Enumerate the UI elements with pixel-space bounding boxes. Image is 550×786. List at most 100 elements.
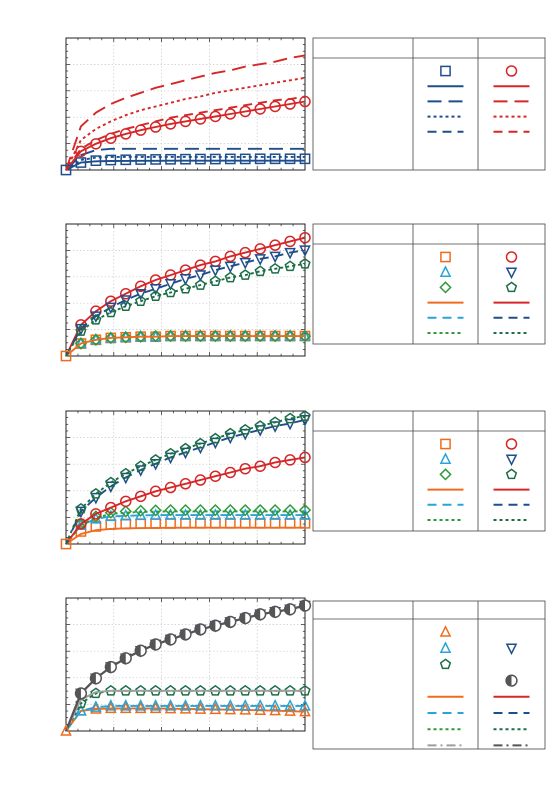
data-point [209,329,222,343]
data-point [104,699,117,711]
origin-point [60,164,72,176]
data-point [269,684,281,696]
legend-triangle-marker [439,452,452,464]
legend-pentagon-marker [439,658,452,670]
data-point [269,153,281,165]
series-8 [65,95,306,171]
data-point [149,329,162,343]
data-point [134,644,147,657]
data-point [134,701,147,714]
data-point [134,699,147,711]
data-point [120,154,132,166]
data-point [299,704,311,717]
series-line [65,155,305,171]
data-point [284,684,296,696]
data-point [105,476,117,488]
data-point [239,611,252,625]
series-2 [65,159,305,171]
data-point [119,505,132,518]
data-point [179,274,192,286]
data-point [75,704,87,716]
data-point [299,699,311,711]
data-point [164,481,177,494]
series-3 [74,329,312,350]
data-point [194,329,207,343]
data-point [194,684,207,696]
data-point [254,420,266,431]
data-point [284,247,296,260]
series-2 [65,526,305,545]
data-point [194,270,207,282]
data-point [268,503,282,517]
axis-ticks [65,37,306,171]
data-point [224,699,237,711]
data-point [194,259,207,271]
data-point [150,290,162,302]
data-point [90,313,102,325]
data-point [298,599,312,612]
data-point [149,504,162,517]
data-point [224,153,236,165]
data-point [224,427,236,439]
series-line [65,689,305,732]
data-point [224,466,237,479]
data-point [180,153,191,165]
data-point [194,623,207,636]
data-point [269,699,281,711]
chart-panel-3 [60,410,546,550]
legend-circle-marker [505,251,518,263]
data-point [149,701,162,714]
data-point [284,418,296,431]
data-point [104,660,117,674]
data-point [105,306,117,318]
data-point [254,503,267,517]
series-4 [65,335,305,357]
data-point [299,410,311,421]
data-point [134,330,147,343]
data-point [149,485,162,498]
series-7 [64,599,312,732]
data-point [150,453,162,465]
data-point [135,460,147,472]
series-line [65,76,306,171]
series-3 [65,147,305,171]
series-7 [65,76,306,171]
data-point [119,701,132,714]
legend-table [312,37,546,171]
data-point [254,265,266,277]
data-point [164,279,177,291]
data-point [195,153,206,165]
data-point [269,251,281,264]
data-point [119,699,132,711]
data-point [120,684,132,696]
data-point [254,684,266,696]
data-point [164,329,177,343]
legend-pentagon-marker [505,468,518,480]
data-point [284,699,296,711]
series-4 [65,155,305,171]
data-point [269,456,281,469]
data-point [194,437,207,449]
legend-halfcircle-marker [505,674,518,687]
data-point [239,246,251,259]
series-7 [65,257,311,357]
data-point [299,245,311,258]
legend-frame [312,37,546,171]
data-point [209,699,222,711]
data-point [135,684,147,696]
data-point [164,447,177,459]
data-point [254,329,267,343]
legend-table [312,600,546,750]
data-point [284,153,296,165]
data-point [104,331,117,345]
data-point [224,615,237,628]
legend-diamond-marker [439,468,452,481]
series-2 [65,699,311,732]
data-point [164,118,177,130]
series-line [65,514,305,545]
series-4 [65,514,305,545]
data-point [269,100,281,113]
data-point [239,462,251,475]
legend-tridown-marker [505,454,518,467]
data-point [105,684,117,696]
